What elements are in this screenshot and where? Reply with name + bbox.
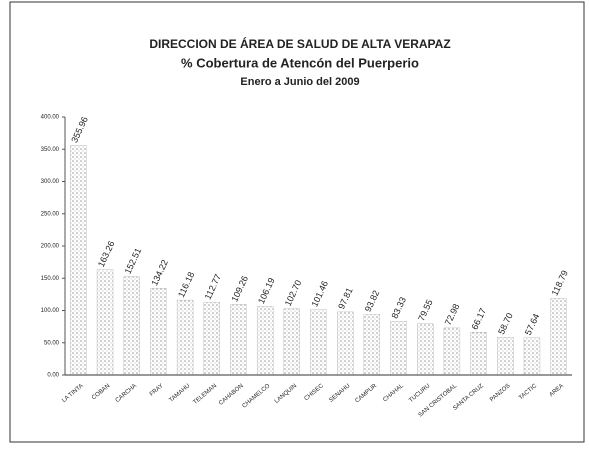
bar (497, 336, 514, 376)
bar (256, 306, 274, 376)
value-label: 355.96 (69, 115, 90, 144)
bar (70, 145, 87, 376)
value-label: 163.26 (96, 239, 117, 268)
bar (203, 302, 220, 376)
bar (550, 298, 567, 376)
chart-title: DIRECCION DE ÁREA DE SALUD DE ALTA VERAP… (149, 36, 450, 51)
value-label: 134.22 (149, 258, 170, 287)
x-tick-label: AREA (549, 383, 565, 398)
x-tick-label: TAMAHU (168, 383, 191, 404)
bar (363, 314, 381, 376)
value-label: 112.77 (203, 273, 223, 302)
bar (283, 308, 300, 376)
y-tick-label: 300.00 (41, 179, 60, 185)
x-tick-label: PANZOS (489, 383, 511, 403)
value-label: 102.70 (283, 278, 304, 307)
value-label: 109.26 (229, 274, 250, 303)
bar (150, 288, 167, 376)
value-label: 93.82 (363, 289, 382, 314)
bar (230, 304, 247, 376)
x-tick-label: COBAN (91, 383, 111, 401)
y-tick-label: 200.00 (41, 244, 60, 250)
y-tick-label: 250.00 (41, 211, 60, 217)
x-tick-label: LANQUIN (274, 383, 298, 405)
x-tick-label: TELEMAN (192, 383, 218, 406)
x-tick-label: SENAHU (328, 383, 351, 404)
x-tick-label: CAHABON (218, 383, 245, 407)
y-tick-label: 150.00 (41, 276, 60, 282)
bar (390, 321, 407, 376)
value-label: 101.46 (309, 279, 330, 308)
value-label: 79.55 (416, 298, 435, 323)
value-label: 72.98 (443, 302, 462, 327)
frame (9, 1, 585, 443)
chart-subtitle: Enero a Junio del 2009 (240, 76, 359, 88)
y-tick-label: 100.00 (41, 308, 60, 314)
value-label: 118.79 (550, 269, 570, 298)
x-tick-label: FRAY (149, 383, 165, 398)
bar (443, 327, 461, 376)
bar (417, 323, 434, 376)
y-tick-label: 350.00 (41, 147, 60, 153)
bar (123, 276, 140, 376)
x-tick-label: TUCURU (408, 383, 431, 404)
y-tick-label: 400.00 (41, 115, 60, 121)
x-tick-label: CHAMELCO (242, 383, 272, 410)
x-tick-label: CHISEC (304, 383, 326, 403)
value-label: 66.17 (470, 307, 489, 332)
bar (176, 299, 194, 376)
value-label: 116.18 (176, 270, 196, 299)
x-tick-label: LA TINTA (61, 383, 84, 404)
x-tick-label: CARCHA (115, 383, 138, 404)
bar (337, 311, 354, 376)
bar (96, 269, 114, 376)
x-tick-label: CHAHAL (382, 383, 405, 404)
value-label: 97.81 (336, 286, 355, 311)
value-label: 152.51 (123, 246, 144, 275)
bar (470, 332, 487, 376)
value-label: 83.33 (389, 295, 408, 320)
chart-subtitle: % Cobertura de Atencón del Puerperio (181, 55, 419, 70)
y-tick-label: 0.00 (47, 373, 59, 379)
value-label: 106.19 (256, 276, 277, 305)
bar (310, 309, 327, 376)
y-tick-label: 50.00 (44, 340, 60, 346)
value-label: 58.70 (496, 311, 515, 336)
x-tick-label: TACTIC (518, 383, 539, 402)
bar (523, 337, 541, 376)
x-tick-label: CAMPUR (354, 383, 378, 405)
value-label: 57.64 (523, 312, 542, 337)
